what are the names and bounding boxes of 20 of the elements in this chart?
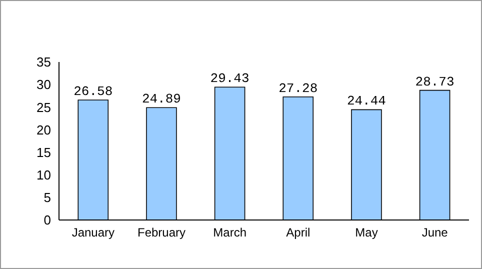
x-tick-label: February bbox=[137, 226, 186, 240]
y-tick-label: 10 bbox=[36, 167, 51, 182]
y-tick-label: 35 bbox=[36, 54, 51, 70]
data-label: 24.89 bbox=[142, 92, 181, 107]
data-label: 29.43 bbox=[210, 71, 250, 86]
y-tick-label: 15 bbox=[36, 144, 51, 160]
y-tick-label: 5 bbox=[44, 190, 51, 206]
x-tick-label: May bbox=[355, 226, 378, 240]
x-tick-label: June bbox=[422, 226, 448, 240]
y-tick-label: 0 bbox=[44, 212, 51, 228]
y-tick-label: 30 bbox=[36, 77, 51, 92]
x-tick-label: April bbox=[286, 226, 310, 240]
data-label: 28.73 bbox=[415, 74, 454, 90]
y-tick-label: 25 bbox=[36, 100, 51, 115]
x-tick-label: March bbox=[213, 226, 247, 240]
y-tick-label: 20 bbox=[36, 122, 51, 138]
x-tick-label: January bbox=[72, 226, 115, 240]
data-label: 27.28 bbox=[278, 80, 318, 96]
data-label: 24.44 bbox=[346, 94, 386, 109]
data-label: 26.58 bbox=[74, 84, 113, 100]
